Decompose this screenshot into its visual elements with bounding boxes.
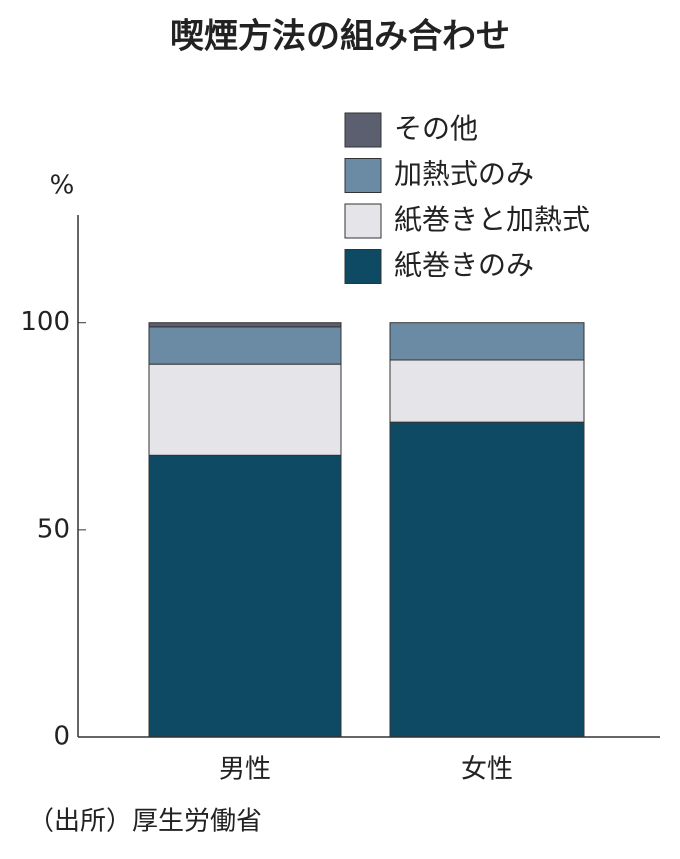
unit-label: % — [50, 171, 75, 201]
legend-label: 加熱式のみ — [394, 158, 534, 191]
bar-segment — [389, 421, 585, 738]
bar-segment — [389, 322, 585, 361]
legend-swatch — [344, 112, 382, 148]
legend-swatch — [344, 158, 382, 193]
source-note: （出所）厚生労働省 — [28, 807, 262, 837]
bar-segment — [148, 326, 342, 365]
x-tick-label: 女性 — [461, 755, 513, 785]
bar-segment — [389, 359, 585, 423]
bar-segment — [148, 363, 342, 456]
chart-title: 喫煙方法の組み合わせ — [170, 17, 510, 57]
x-tick-label: 男性 — [219, 755, 271, 785]
legend-label: その他 — [394, 112, 478, 145]
legend-swatch — [344, 249, 382, 284]
bar-segment — [148, 454, 342, 738]
y-tick-label: 100 — [20, 307, 70, 337]
y-tick-label: 50 — [37, 514, 70, 544]
legend-swatch — [344, 203, 382, 239]
bar-segment — [148, 322, 342, 328]
y-tick-label: 0 — [53, 722, 70, 752]
legend-label: 紙巻きのみ — [394, 249, 534, 282]
legend-label: 紙巻きと加熱式 — [394, 203, 590, 236]
